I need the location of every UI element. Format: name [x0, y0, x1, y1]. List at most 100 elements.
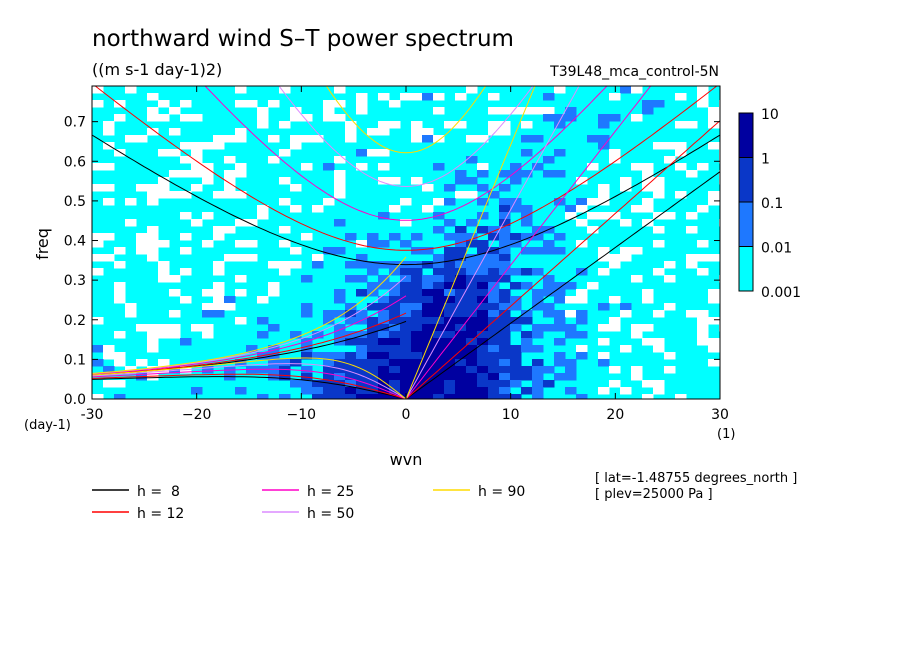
spectrum-cell [367, 352, 379, 360]
spectrum-cell [455, 191, 467, 199]
spectrum-cell [510, 359, 522, 367]
spectrum-cell [389, 331, 401, 339]
spectrum-cell [499, 373, 511, 381]
spectrum-cell [191, 184, 203, 192]
spectrum-cell [642, 338, 654, 346]
spectrum-cell [576, 289, 588, 297]
spectrum-cell [147, 331, 159, 339]
spectrum-cell [301, 380, 313, 388]
spectrum-cell [477, 345, 489, 353]
spectrum-cell [499, 303, 511, 311]
spectrum-cell [290, 142, 302, 150]
spectrum-cell [499, 289, 511, 297]
spectrum-cell [202, 331, 214, 339]
spectrum-cell [477, 331, 489, 339]
spectrum-cell [411, 135, 423, 143]
spectrum-cell [356, 107, 368, 115]
spectrum-cell [180, 114, 192, 122]
spectrum-cell [345, 366, 357, 374]
spectrum-cell [664, 275, 676, 283]
spectrum-cell [499, 366, 511, 374]
spectrum-cell [642, 205, 654, 213]
spectrum-cell [609, 380, 621, 388]
spectrum-cell [433, 275, 445, 283]
spectrum-cell [257, 394, 269, 399]
spectrum-cell [455, 373, 467, 381]
spectrum-cell [488, 373, 500, 381]
spectrum-cell [664, 212, 676, 220]
spectrum-cell [213, 282, 225, 290]
spectrum-cell [345, 331, 357, 339]
spectrum-cell [334, 394, 346, 399]
spectrum-cell [367, 149, 379, 157]
spectrum-cell [433, 107, 445, 115]
spectrum-cell [444, 121, 456, 129]
spectrum-cell [202, 289, 214, 297]
spectrum-cell [499, 359, 511, 367]
spectrum-cell [521, 135, 533, 143]
colorbar-label: 0.001 [761, 285, 801, 301]
spectrum-cell [477, 289, 489, 297]
spectrum-cell [631, 275, 643, 283]
spectrum-cell [499, 205, 511, 213]
spectrum-cell [675, 191, 687, 199]
spectrum-cell [400, 366, 412, 374]
spectrum-cell [488, 191, 500, 199]
spectrum-cell [521, 219, 533, 227]
spectrum-cell [554, 86, 566, 94]
spectrum-cell [345, 373, 357, 381]
spectrum-cell [158, 261, 170, 269]
spectrum-cell [719, 156, 720, 164]
spectrum-cell [125, 86, 137, 94]
dispersion-legend: h = 8 h = 12 h = 25 h = 50 h = 90 [92, 484, 525, 522]
spectrum-cell [136, 359, 148, 367]
spectrum-cell [510, 296, 522, 304]
spectrum-cell [367, 128, 379, 136]
footnote-lat: [ lat=-1.48755 degrees_north ] [595, 471, 797, 486]
spectrum-cell [609, 261, 621, 269]
spectrum-cell [158, 177, 170, 185]
spectrum-cell [719, 198, 720, 206]
spectrum-cell [510, 324, 522, 332]
spectrum-cell [708, 359, 720, 367]
colorbar: 0.001 0.01 0.1 1 10 [738, 107, 801, 301]
spectrum-cell [367, 373, 379, 381]
spectrum-cell [191, 324, 203, 332]
spectrum-cell [444, 261, 456, 269]
spectrum-cell [444, 247, 456, 255]
spectrum-cell [389, 233, 401, 241]
spectrum-cell [224, 254, 236, 262]
spectrum-cell [279, 86, 291, 94]
spectrum-cell [675, 93, 687, 101]
spectrum-cell [213, 142, 225, 150]
spectrum-cell [202, 212, 214, 220]
spectrum-cell [169, 191, 181, 199]
spectrum-cell [543, 107, 555, 115]
spectrum-cell [510, 177, 522, 185]
spectrum-cell [554, 282, 566, 290]
spectrum-cell [356, 359, 368, 367]
spectrum-cell [554, 338, 566, 346]
spectrum-cell [257, 366, 269, 374]
y-tick-label: 0.1 [64, 352, 86, 368]
spectrum-cell [411, 359, 423, 367]
spectrum-cell [147, 373, 159, 381]
spectrum-cell [378, 303, 390, 311]
spectrum-cell [411, 233, 423, 241]
spectrum-cell [565, 310, 577, 318]
spectrum-cell [334, 247, 346, 255]
spectrum-cell [466, 135, 478, 143]
spectrum-cell [521, 121, 533, 129]
spectrum-cell [576, 198, 588, 206]
spectrum-cell [455, 93, 467, 101]
spectrum-cell [444, 275, 456, 283]
spectrum-cell [455, 170, 467, 178]
spectrum-cell [554, 359, 566, 367]
spectrum-cell [147, 345, 159, 353]
spectrum-cell [499, 352, 511, 360]
spectrum-cell [532, 163, 544, 171]
y-tick-label: 0.7 [64, 115, 86, 131]
spectrum-cell [455, 324, 467, 332]
spectrum-cell [576, 219, 588, 227]
spectrum-cell [312, 205, 324, 213]
